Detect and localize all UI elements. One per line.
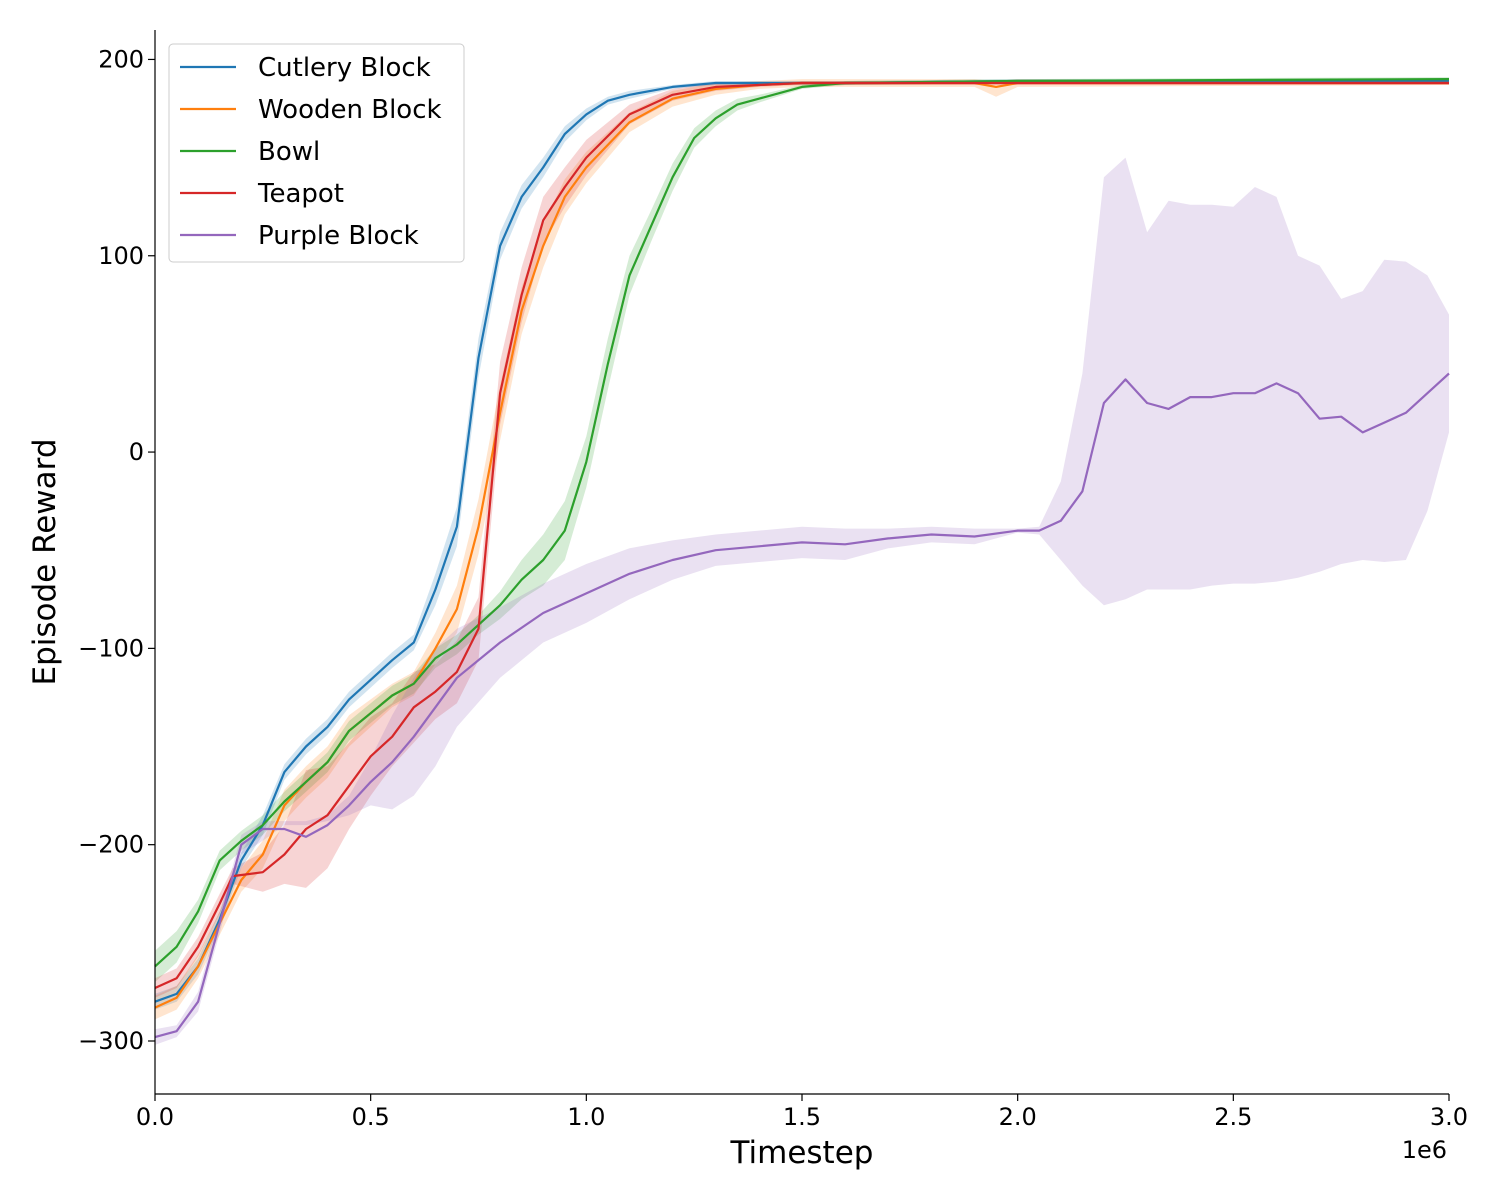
x-tick-label: 3.0	[1430, 1103, 1468, 1131]
legend: Cutlery Block Wooden Block Bowl Teapot Purpl…	[168, 43, 465, 263]
x-tick-label: 2.5	[1214, 1103, 1252, 1131]
y-tick-label: 100	[98, 242, 144, 270]
legend-label-cutlery-block: Cutlery Block	[258, 53, 431, 83]
y-tick-label: −200	[78, 831, 144, 859]
x-tick-label: 0.5	[352, 1103, 390, 1131]
x-tick-label: 0.0	[136, 1103, 174, 1131]
line-teapot	[154, 81, 1449, 990]
legend-label-wooden-block: Wooden Block	[258, 95, 442, 125]
x-axis-ticks: 0.0 0.5 1.0 1.5 2.0 2.5 3.0	[136, 1094, 1468, 1131]
legend-frame	[168, 43, 465, 263]
x-tick-label: 1.5	[783, 1103, 821, 1131]
x-axis-offset-label: 1e6	[1402, 1136, 1447, 1164]
line-purple-block	[154, 372, 1450, 1039]
legend-label-purple-block: Purple Block	[258, 221, 419, 251]
series-lines	[154, 78, 1450, 1039]
y-tick-label: 0	[129, 438, 144, 466]
x-tick-label: 1.0	[567, 1103, 605, 1131]
line-bowl	[154, 78, 1450, 968]
y-axis-ticks: −300 −200 −100 0 100 200	[78, 45, 155, 1055]
y-tick-label: −100	[78, 634, 144, 662]
band-purple-block	[155, 157, 1449, 1045]
x-axis-title: Timestep	[730, 1135, 874, 1171]
x-tick-label: 2.0	[999, 1103, 1037, 1131]
y-tick-label: −300	[78, 1027, 144, 1055]
legend-label-bowl: Bowl	[258, 137, 320, 167]
legend-label-teapot: Teapot	[257, 179, 344, 209]
y-tick-label: 200	[98, 45, 144, 73]
y-axis-title: Episode Reward	[27, 438, 63, 685]
